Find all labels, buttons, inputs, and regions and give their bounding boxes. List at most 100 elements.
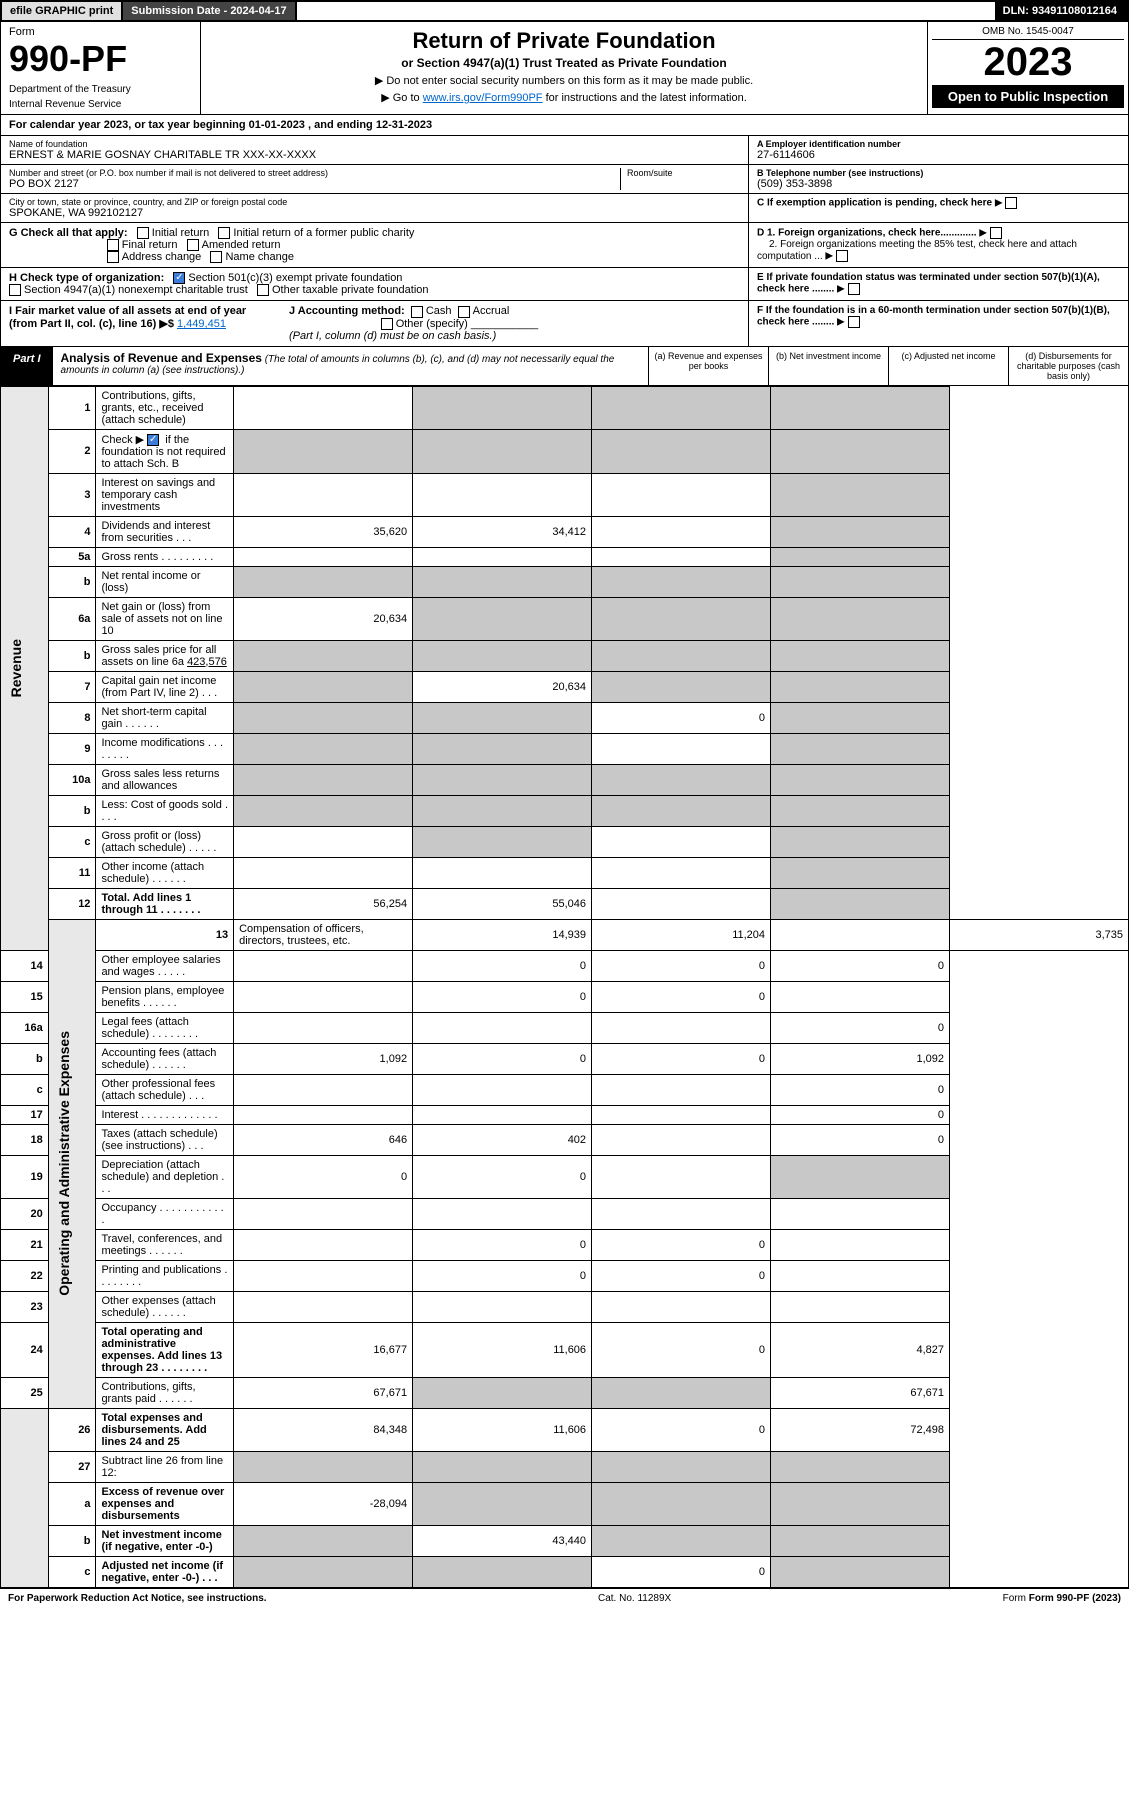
table-row: 20Occupancy . . . . . . . . . . . . xyxy=(1,1198,1129,1229)
name-label: Name of foundation xyxy=(9,139,740,149)
table-row: Revenue 1Contributions, gifts, grants, e… xyxy=(1,386,1129,429)
j-note: (Part I, column (d) must be on cash basi… xyxy=(289,330,496,342)
title-box: Return of Private Foundation or Section … xyxy=(201,22,928,114)
h-label: H Check type of organization: xyxy=(9,272,164,284)
table-row: 9Income modifications . . . . . . . . xyxy=(1,733,1129,764)
table-row: bAccounting fees (attach schedule) . . .… xyxy=(1,1043,1129,1074)
col-b-hdr: (b) Net investment income xyxy=(768,347,888,385)
g-row: G Check all that apply: Initial return I… xyxy=(0,223,1129,268)
irs: Internal Revenue Service xyxy=(9,99,192,110)
g-label: G Check all that apply: xyxy=(9,227,128,239)
form-word: Form xyxy=(9,26,192,38)
h-4947[interactable] xyxy=(9,284,21,296)
g-amended[interactable] xyxy=(187,239,199,251)
h-other[interactable] xyxy=(257,284,269,296)
j-cash[interactable] xyxy=(411,306,423,318)
table-row: 10aGross sales less returns and allowanc… xyxy=(1,764,1129,795)
city-label: City or town, state or province, country… xyxy=(9,197,740,207)
table-row: 6aNet gain or (loss) from sale of assets… xyxy=(1,597,1129,640)
table-row: 19Depreciation (attach schedule) and dep… xyxy=(1,1155,1129,1198)
left-info: Name of foundation ERNEST & MARIE GOSNAY… xyxy=(1,136,748,222)
part1-label: Part I xyxy=(1,347,53,385)
f-text: F If the foundation is in a 60-month ter… xyxy=(757,305,1110,328)
g-initial-former[interactable] xyxy=(218,227,230,239)
tel-label: B Telephone number (see instructions) xyxy=(757,168,1120,178)
col-a-hdr: (a) Revenue and expenses per books xyxy=(648,347,768,385)
table-row: 17Interest . . . . . . . . . . . . .0 xyxy=(1,1105,1129,1124)
tax-year: 2023 xyxy=(932,40,1124,85)
gross-sales-6a: 423,576 xyxy=(187,656,227,668)
d2: 2. Foreign organizations meeting the 85%… xyxy=(757,239,1077,262)
open-public: Open to Public Inspection xyxy=(932,85,1124,108)
right-info: A Employer identification number 27-6114… xyxy=(748,136,1128,222)
table-row: 5aGross rents . . . . . . . . . xyxy=(1,547,1129,566)
table-row: 16aLegal fees (attach schedule) . . . . … xyxy=(1,1012,1129,1043)
table-row: 21Travel, conferences, and meetings . . … xyxy=(1,1229,1129,1260)
fmv[interactable]: 1,449,451 xyxy=(177,318,226,330)
footer-left: For Paperwork Reduction Act Notice, see … xyxy=(8,1593,267,1604)
table-row: 12Total. Add lines 1 through 11 . . . . … xyxy=(1,888,1129,919)
g-name-change[interactable] xyxy=(210,251,222,263)
foundation-name: ERNEST & MARIE GOSNAY CHARITABLE TR XXX-… xyxy=(9,149,740,161)
table-row: 25Contributions, gifts, grants paid . . … xyxy=(1,1377,1129,1408)
dln: DLN: 93491108012164 xyxy=(995,2,1127,20)
instr1: ▶ Do not enter social security numbers o… xyxy=(207,74,921,87)
table-row: bNet investment income (if negative, ent… xyxy=(1,1525,1129,1556)
e-text: E If private foundation status was termi… xyxy=(757,272,1100,295)
info-section: Name of foundation ERNEST & MARIE GOSNAY… xyxy=(0,136,1129,223)
form-link[interactable]: www.irs.gov/Form990PF xyxy=(423,92,543,104)
d1-check[interactable] xyxy=(990,227,1002,239)
form-box: Form 990-PF Department of the Treasury I… xyxy=(1,22,201,114)
table-row: cGross profit or (loss) (attach schedule… xyxy=(1,826,1129,857)
form-title: Return of Private Foundation xyxy=(207,28,921,54)
efile-label: efile GRAPHIC print xyxy=(2,2,123,20)
submission-date: Submission Date - 2024-04-17 xyxy=(123,2,296,20)
table-row: cOther professional fees (attach schedul… xyxy=(1,1074,1129,1105)
g-initial[interactable] xyxy=(137,227,149,239)
address: PO BOX 2127 xyxy=(9,178,620,190)
table-row: 15Pension plans, employee benefits . . .… xyxy=(1,981,1129,1012)
e-check[interactable] xyxy=(848,283,860,295)
form-subtitle: or Section 4947(a)(1) Trust Treated as P… xyxy=(207,56,921,70)
table-row: 22Printing and publications . . . . . . … xyxy=(1,1260,1129,1291)
table-row: 3Interest on savings and temporary cash … xyxy=(1,473,1129,516)
table-row: bNet rental income or (loss) xyxy=(1,566,1129,597)
schb-check[interactable] xyxy=(147,434,159,446)
instr2: ▶ Go to www.irs.gov/Form990PF for instru… xyxy=(207,91,921,104)
footer-right: Form Form 990-PF (2023) xyxy=(1003,1593,1121,1604)
table-row: aExcess of revenue over expenses and dis… xyxy=(1,1482,1129,1525)
table-row: 4Dividends and interest from securities … xyxy=(1,516,1129,547)
col-c-hdr: (c) Adjusted net income xyxy=(888,347,1008,385)
omb: OMB No. 1545-0047 xyxy=(932,26,1124,40)
calendar-year: For calendar year 2023, or tax year begi… xyxy=(0,115,1129,136)
d2-check[interactable] xyxy=(836,250,848,262)
form-header: Form 990-PF Department of the Treasury I… xyxy=(0,22,1129,115)
j-label: J Accounting method: xyxy=(289,305,405,317)
j-other[interactable] xyxy=(381,318,393,330)
g-addr-change[interactable] xyxy=(107,251,119,263)
part1-header: Part I Analysis of Revenue and Expenses … xyxy=(0,347,1129,386)
c-check: C If exemption application is pending, c… xyxy=(749,194,1128,212)
g-final[interactable] xyxy=(107,239,119,251)
dept: Department of the Treasury xyxy=(9,84,192,95)
form-number: 990-PF xyxy=(9,38,192,80)
table-row: 18Taxes (attach schedule) (see instructi… xyxy=(1,1124,1129,1155)
j-accrual[interactable] xyxy=(458,306,470,318)
h-row: H Check type of organization: Section 50… xyxy=(0,268,1129,301)
footer-mid: Cat. No. 11289X xyxy=(598,1593,671,1604)
ein-label: A Employer identification number xyxy=(757,139,1120,149)
revenue-side: Revenue xyxy=(6,619,26,717)
ein: 27-6114606 xyxy=(757,149,1120,161)
year-box: OMB No. 1545-0047 2023 Open to Public In… xyxy=(928,22,1128,114)
col-d-hdr: (d) Disbursements for charitable purpose… xyxy=(1008,347,1128,385)
table-row: 14Other employee salaries and wages . . … xyxy=(1,950,1129,981)
city: SPOKANE, WA 992102127 xyxy=(9,207,740,219)
c-checkbox[interactable] xyxy=(1005,197,1017,209)
table-row: 23Other expenses (attach schedule) . . .… xyxy=(1,1291,1129,1322)
expenses-side: Operating and Administrative Expenses xyxy=(54,1011,74,1316)
table-row: 24Total operating and administrative exp… xyxy=(1,1322,1129,1377)
part1-table: Revenue 1Contributions, gifts, grants, e… xyxy=(0,386,1129,1588)
h-501c3[interactable] xyxy=(173,272,185,284)
ij-row: I Fair market value of all assets at end… xyxy=(0,301,1129,346)
f-check[interactable] xyxy=(848,316,860,328)
